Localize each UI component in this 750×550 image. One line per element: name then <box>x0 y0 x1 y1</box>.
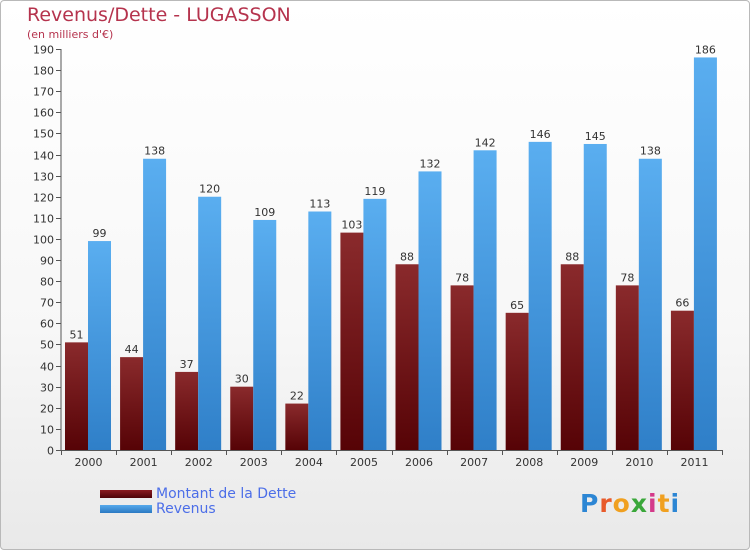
bar-revenus <box>363 198 387 450</box>
data-label-revenus: 113 <box>309 198 330 211</box>
y-tick-label: 130 <box>33 171 54 184</box>
x-tick-label: 2008 <box>515 456 543 469</box>
y-tick-label: 10 <box>40 424 54 437</box>
data-label-dette: 44 <box>125 343 139 356</box>
data-label-dette: 103 <box>341 219 362 232</box>
x-tick-label: 2004 <box>295 456 323 469</box>
y-tick-label: 180 <box>33 65 54 78</box>
data-label-dette: 88 <box>400 250 414 263</box>
bar-revenus <box>418 171 442 450</box>
y-tick-label: 90 <box>40 255 54 268</box>
bar-dette <box>670 310 694 450</box>
bar-dette <box>505 312 529 450</box>
x-tick-label: 2009 <box>570 456 598 469</box>
data-label-dette: 30 <box>235 373 249 386</box>
y-tick-label: 50 <box>40 339 54 352</box>
data-label-revenus: 186 <box>695 43 716 56</box>
bar-dette <box>615 285 639 450</box>
bar-dette <box>450 285 474 450</box>
chart-subtitle: (en milliers d'€) <box>27 28 114 41</box>
bar-revenus <box>88 241 111 450</box>
bar-dette <box>175 371 199 450</box>
data-label-dette: 66 <box>675 297 689 310</box>
data-label-dette: 78 <box>620 271 634 284</box>
bar-revenus <box>473 150 497 450</box>
y-tick-label: 70 <box>40 297 54 310</box>
data-label-revenus: 145 <box>585 130 606 143</box>
data-label-revenus: 146 <box>530 128 551 141</box>
data-label-revenus: 120 <box>199 183 220 196</box>
data-label-revenus: 142 <box>475 136 496 149</box>
x-tick-label: 2001 <box>130 456 158 469</box>
y-tick-label: 30 <box>40 382 54 395</box>
bar-dette <box>560 264 584 450</box>
y-tick-label: 110 <box>33 213 54 226</box>
y-tick-label: 20 <box>40 403 54 416</box>
data-label-revenus: 138 <box>144 145 165 158</box>
bar-revenus <box>308 211 332 450</box>
bar-revenus <box>198 196 222 450</box>
bar-dette <box>230 386 254 450</box>
x-tick-label: 2000 <box>75 456 103 469</box>
bar-dette <box>120 357 144 450</box>
y-tick-label: 160 <box>33 107 54 120</box>
data-label-dette: 65 <box>510 299 524 312</box>
bar-revenus <box>143 158 167 450</box>
legend-swatch-dette <box>100 490 152 498</box>
y-tick-label: 40 <box>40 361 54 374</box>
data-label-dette: 22 <box>290 390 304 403</box>
chart-title: Revenus/Dette - LUGASSON <box>27 4 291 26</box>
legend-label-revenus: Revenus <box>156 501 216 517</box>
bar-revenus <box>583 143 607 450</box>
bar-dette <box>395 264 419 450</box>
x-tick-label: 2011 <box>680 456 708 469</box>
y-tick-label: 150 <box>33 128 54 141</box>
x-tick-label: 2005 <box>350 456 378 469</box>
data-label-revenus: 138 <box>640 145 661 158</box>
x-tick-label: 2010 <box>625 456 653 469</box>
y-tick-label: 80 <box>40 276 54 289</box>
x-tick-label: 2006 <box>405 456 433 469</box>
data-label-revenus: 119 <box>364 185 385 198</box>
y-tick-label: 0 <box>47 445 54 458</box>
x-tick-label: 2003 <box>240 456 268 469</box>
legend-label-dette: Montant de la Dette <box>156 486 297 502</box>
y-tick-label: 60 <box>40 318 54 331</box>
legend-swatch-revenus <box>100 505 152 513</box>
x-tick-label: 2002 <box>185 456 213 469</box>
bar-dette <box>340 232 364 450</box>
y-tick-label: 170 <box>33 86 54 99</box>
data-label-revenus: 132 <box>420 157 441 170</box>
data-label-dette: 51 <box>70 328 84 341</box>
bar-dette <box>285 403 309 450</box>
bar-revenus <box>528 141 552 450</box>
bar-revenus <box>693 57 717 450</box>
y-tick-label: 100 <box>33 234 54 247</box>
data-label-revenus: 109 <box>254 206 275 219</box>
bar-dette <box>65 342 88 450</box>
proxiti-logo: Proxiti <box>580 489 681 518</box>
bar-revenus <box>253 219 277 450</box>
x-tick-label: 2007 <box>460 456 488 469</box>
y-tick-label: 120 <box>33 192 54 205</box>
data-label-dette: 88 <box>565 250 579 263</box>
data-label-revenus: 99 <box>93 227 107 240</box>
y-tick-label: 140 <box>33 150 54 163</box>
data-label-dette: 37 <box>180 358 194 371</box>
bar-revenus <box>638 158 662 450</box>
y-tick-label: 190 <box>33 44 54 57</box>
data-label-dette: 78 <box>455 271 469 284</box>
